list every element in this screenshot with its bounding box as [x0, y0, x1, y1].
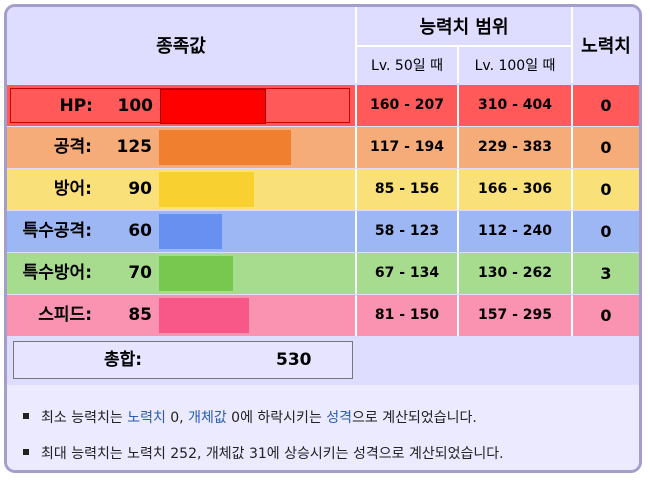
- range-lv50: 81 - 150: [374, 307, 440, 323]
- stat-bar: [159, 214, 222, 249]
- stat-name: 스피드:: [38, 305, 92, 325]
- link-ev[interactable]: 노력치: [127, 410, 166, 426]
- stat-row-attack: 공격: 125 117 - 194 229 - 383 0: [7, 127, 639, 168]
- ev-yield: 3: [600, 264, 612, 283]
- link-nature[interactable]: 성격: [326, 410, 353, 426]
- header-ev-yield: 노력치: [573, 7, 639, 83]
- bullet-icon: [23, 413, 29, 419]
- header-stat-range: 능력치 범위: [357, 7, 571, 45]
- ev-yield: 0: [600, 180, 612, 199]
- range-lv100: 112 - 240: [477, 223, 552, 239]
- ev-yield: 0: [600, 96, 612, 115]
- ev-yield: 0: [600, 138, 612, 157]
- range-lv100: 157 - 295: [477, 307, 552, 323]
- stat-value: 100: [117, 96, 154, 116]
- stat-bar: [159, 256, 233, 291]
- stat-name: 공격:: [53, 137, 92, 157]
- stat-bar-cell: HP: 100: [10, 88, 350, 124]
- stat-row-sp-defense: 특수방어: 70 67 - 134 130 - 262 3: [7, 253, 639, 294]
- range-lv50: 85 - 156: [374, 181, 440, 197]
- header-lv50: Lv. 50일 때: [357, 47, 457, 83]
- total-value: 530: [276, 350, 312, 370]
- stat-row-speed: 스피드: 85 81 - 150 157 - 295 0: [7, 295, 639, 336]
- range-lv50: 117 - 194: [369, 139, 444, 155]
- range-lv100: 166 - 306: [477, 181, 552, 197]
- ev-yield: 0: [600, 222, 612, 241]
- total-box: 총합: 530: [13, 341, 353, 379]
- range-lv100: 310 - 404: [477, 97, 552, 113]
- stat-bar-cell: 특수공격: 60: [10, 214, 350, 249]
- stat-bar: [159, 130, 291, 165]
- stat-value: 90: [128, 179, 152, 199]
- header-base-stats: 종족값: [7, 7, 355, 83]
- link-iv[interactable]: 개체값: [188, 410, 227, 426]
- notes-section: 최소 능력치는 노력치 0, 개체값 0에 하락시키는 성격으로 계산되었습니다…: [7, 385, 639, 470]
- stat-value: 85: [128, 305, 152, 325]
- stat-name: 특수공격:: [22, 221, 92, 241]
- note-min: 최소 능력치는 노력치 0, 개체값 0에 하락시키는 성격으로 계산되었습니다…: [23, 407, 477, 427]
- stat-value: 60: [128, 221, 152, 241]
- base-stats-table: 종족값 능력치 범위 Lv. 50일 때 Lv. 100일 때 노력치 HP: 1…: [4, 4, 642, 473]
- ev-yield: 0: [600, 306, 612, 325]
- stat-name: 특수방어:: [22, 263, 92, 283]
- stat-name: HP:: [59, 96, 94, 116]
- stat-bar-cell: 방어: 90: [10, 172, 350, 207]
- stat-row-hp: HP: 100 160 - 207 310 - 404 0: [7, 85, 639, 126]
- range-lv100: 229 - 383: [477, 139, 552, 155]
- range-lv100: 130 - 262: [477, 265, 552, 281]
- stat-name: 방어:: [53, 179, 92, 199]
- stat-bar-cell: 공격: 125: [10, 130, 350, 165]
- note-max: 최대 능력치는 노력치 252, 개체값 31에 상승시키는 성격으로 계산되었…: [23, 443, 504, 463]
- total-label: 총합:: [104, 350, 143, 370]
- stat-row-defense: 방어: 90 85 - 156 166 - 306 0: [7, 169, 639, 210]
- range-lv50: 67 - 134: [374, 265, 440, 281]
- stat-value: 70: [128, 263, 152, 283]
- stat-bar: [159, 172, 254, 207]
- stat-bar-cell: 스피드: 85: [10, 298, 350, 333]
- header-lv100: Lv. 100일 때: [459, 47, 571, 83]
- stat-value: 125: [116, 137, 153, 157]
- stat-bar: [160, 89, 266, 124]
- bullet-icon: [23, 449, 29, 455]
- stat-bar: [159, 298, 249, 333]
- stat-row-sp-attack: 특수공격: 60 58 - 123 112 - 240 0: [7, 211, 639, 252]
- range-lv50: 58 - 123: [374, 223, 440, 239]
- range-lv50: 160 - 207: [369, 97, 444, 113]
- stat-bar-cell: 특수방어: 70: [10, 256, 350, 291]
